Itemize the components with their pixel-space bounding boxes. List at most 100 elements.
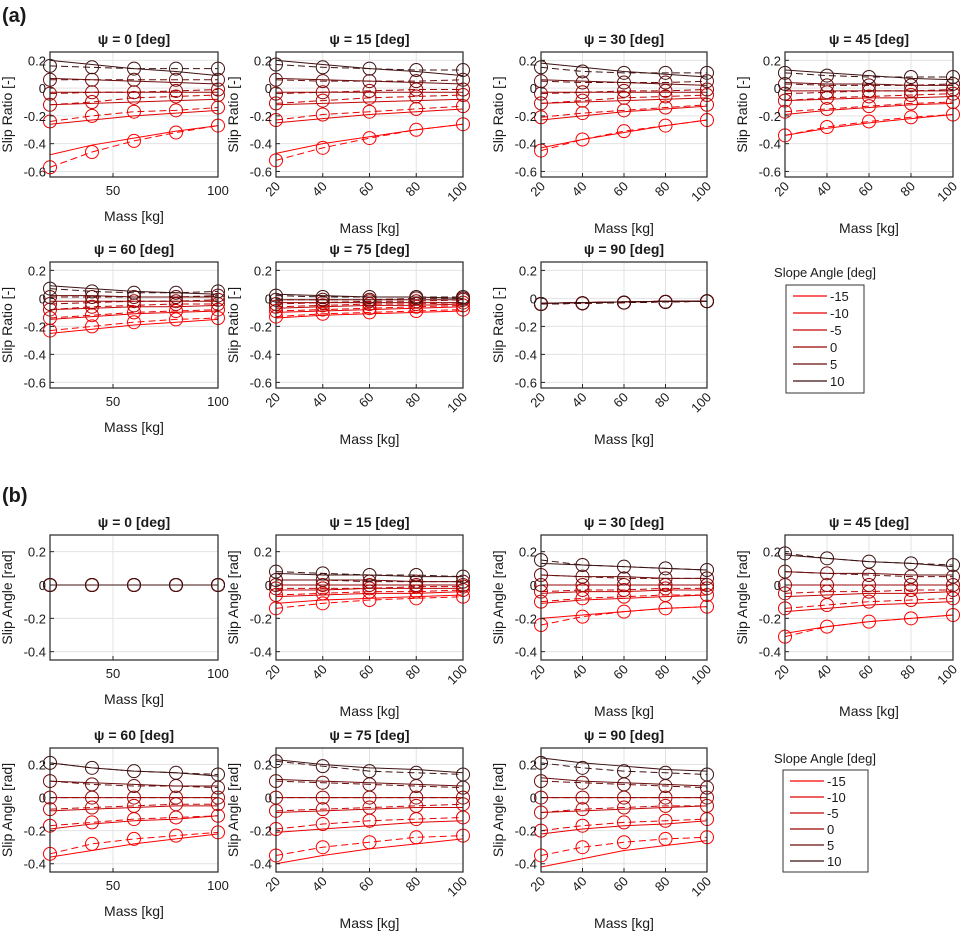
legend-box bbox=[785, 284, 865, 394]
data-point bbox=[617, 835, 631, 850]
y-tick-label: 0 bbox=[39, 578, 46, 593]
data-point bbox=[409, 765, 424, 780]
data-point bbox=[315, 790, 330, 805]
data-point bbox=[315, 578, 330, 592]
data-point bbox=[85, 108, 99, 123]
subplot-title: ψ = 30 [deg] bbox=[584, 514, 664, 530]
data-point bbox=[169, 125, 183, 140]
subplot-a-3: -0.6 -0.4 -0.2 0 0.2 20 40 60 80 100 Mass [kg] Slip… bbox=[734, 31, 960, 236]
y-tick-label: 0 bbox=[530, 291, 537, 306]
measured-line-5 bbox=[275, 780, 464, 789]
measured-line--10 bbox=[49, 309, 219, 319]
measured-line--5 bbox=[49, 303, 218, 311]
data-point bbox=[820, 619, 834, 634]
data-point bbox=[617, 571, 631, 586]
data-point bbox=[315, 817, 330, 832]
data-point bbox=[575, 818, 590, 833]
x-tick-label: 20 bbox=[771, 179, 792, 200]
y-tick-label: -0.4 bbox=[250, 857, 272, 872]
x-tick-label: 60 bbox=[855, 662, 876, 683]
measured-line--15 bbox=[49, 125, 219, 168]
subplot-a-4: -0.6 -0.4 -0.2 0 0.2 50 100 Mass [kg] Slip Ratio… bbox=[0, 241, 229, 435]
model-line--10 bbox=[275, 306, 464, 313]
y-tick-label: -0.2 bbox=[250, 824, 272, 839]
model-line--5 bbox=[275, 98, 464, 106]
y-tick-label: 0 bbox=[39, 791, 46, 806]
subplot-title: ψ = 45 [deg] bbox=[829, 31, 909, 47]
data-point bbox=[315, 566, 330, 581]
x-axis-label: Mass [kg] bbox=[594, 431, 654, 447]
measured-line--5 bbox=[49, 94, 219, 106]
data-point bbox=[127, 290, 141, 304]
y-tick-label: -0.4 bbox=[515, 645, 537, 660]
data-point bbox=[409, 568, 424, 582]
data-point bbox=[904, 110, 918, 125]
y-tick-label: 0 bbox=[265, 291, 272, 306]
y-tick-label: -0.4 bbox=[515, 857, 537, 872]
y-axis-label: Slip Angle [rad] bbox=[490, 763, 506, 857]
data-point bbox=[127, 578, 141, 592]
data-point bbox=[575, 558, 590, 572]
data-point bbox=[315, 775, 330, 790]
measured-line-10 bbox=[540, 66, 707, 74]
data-point bbox=[658, 798, 673, 813]
data-point bbox=[575, 609, 590, 624]
data-point bbox=[315, 140, 330, 155]
model-line-10 bbox=[540, 62, 708, 78]
data-point bbox=[85, 777, 99, 792]
measured-line-0 bbox=[784, 89, 954, 95]
data-point bbox=[127, 305, 141, 320]
axes-box bbox=[49, 747, 219, 873]
data-point bbox=[409, 574, 424, 589]
measured-line-0 bbox=[275, 299, 464, 305]
model-line--10 bbox=[540, 594, 708, 604]
x-tick-label: 60 bbox=[610, 874, 631, 895]
measured-line-5 bbox=[540, 80, 708, 84]
y-tick-label: -0.4 bbox=[24, 645, 46, 660]
x-tick-label: 100 bbox=[688, 390, 714, 416]
measured-line--15 bbox=[540, 836, 708, 856]
data-point bbox=[575, 132, 590, 147]
x-axis-label: Mass [kg] bbox=[340, 703, 400, 719]
data-point bbox=[575, 760, 590, 775]
data-point bbox=[575, 93, 590, 108]
y-tick-label: -0.6 bbox=[24, 375, 46, 390]
data-point bbox=[315, 802, 330, 817]
y-tick-label: 0.2 bbox=[254, 263, 272, 278]
data-point bbox=[127, 104, 141, 119]
subplot-b-5: -0.4 -0.2 0 0.2 20 40 60 80 100 Mass [kg] Slip Ang… bbox=[225, 727, 470, 931]
y-tick-label: 0 bbox=[265, 81, 272, 96]
x-tick-label: 20 bbox=[527, 662, 548, 683]
data-point bbox=[658, 89, 673, 104]
subplot-title: ψ = 75 [deg] bbox=[329, 727, 409, 743]
x-tick-label: 40 bbox=[309, 874, 330, 895]
x-tick-label: 60 bbox=[610, 179, 631, 200]
measured-line-5 bbox=[276, 297, 463, 301]
y-axis-label: Slip Angle [rad] bbox=[0, 763, 15, 857]
y-tick-label: -0.2 bbox=[515, 319, 537, 334]
data-point bbox=[658, 571, 673, 586]
y-tick-label: -0.4 bbox=[515, 347, 537, 362]
x-tick-label: 40 bbox=[309, 662, 330, 683]
x-tick-label: 60 bbox=[356, 874, 377, 895]
data-point bbox=[169, 285, 183, 300]
data-point bbox=[617, 124, 631, 139]
measured-line--15 bbox=[275, 596, 464, 609]
data-point bbox=[862, 614, 876, 629]
y-tick-label: 0.2 bbox=[519, 263, 537, 278]
y-axis-label: Slip Ratio [-] bbox=[0, 287, 15, 363]
data-point bbox=[409, 830, 424, 845]
y-tick-label: 0.2 bbox=[28, 545, 46, 560]
data-point bbox=[169, 61, 183, 76]
measured-line--10 bbox=[540, 818, 708, 832]
data-point bbox=[409, 578, 424, 592]
x-axis-label: Mass [kg] bbox=[104, 208, 164, 224]
axes-box bbox=[49, 534, 219, 661]
data-point bbox=[409, 790, 424, 805]
model-line--15 bbox=[275, 310, 464, 319]
subplot-b-1: -0.4 -0.2 0 0.2 20 40 60 80 100 Mass [kg] Slip Ang… bbox=[225, 514, 470, 719]
y-tick-label: -0.6 bbox=[515, 164, 537, 179]
data-point bbox=[315, 74, 330, 89]
x-axis-label: Mass [kg] bbox=[340, 431, 400, 447]
x-tick-label: 20 bbox=[262, 179, 283, 200]
